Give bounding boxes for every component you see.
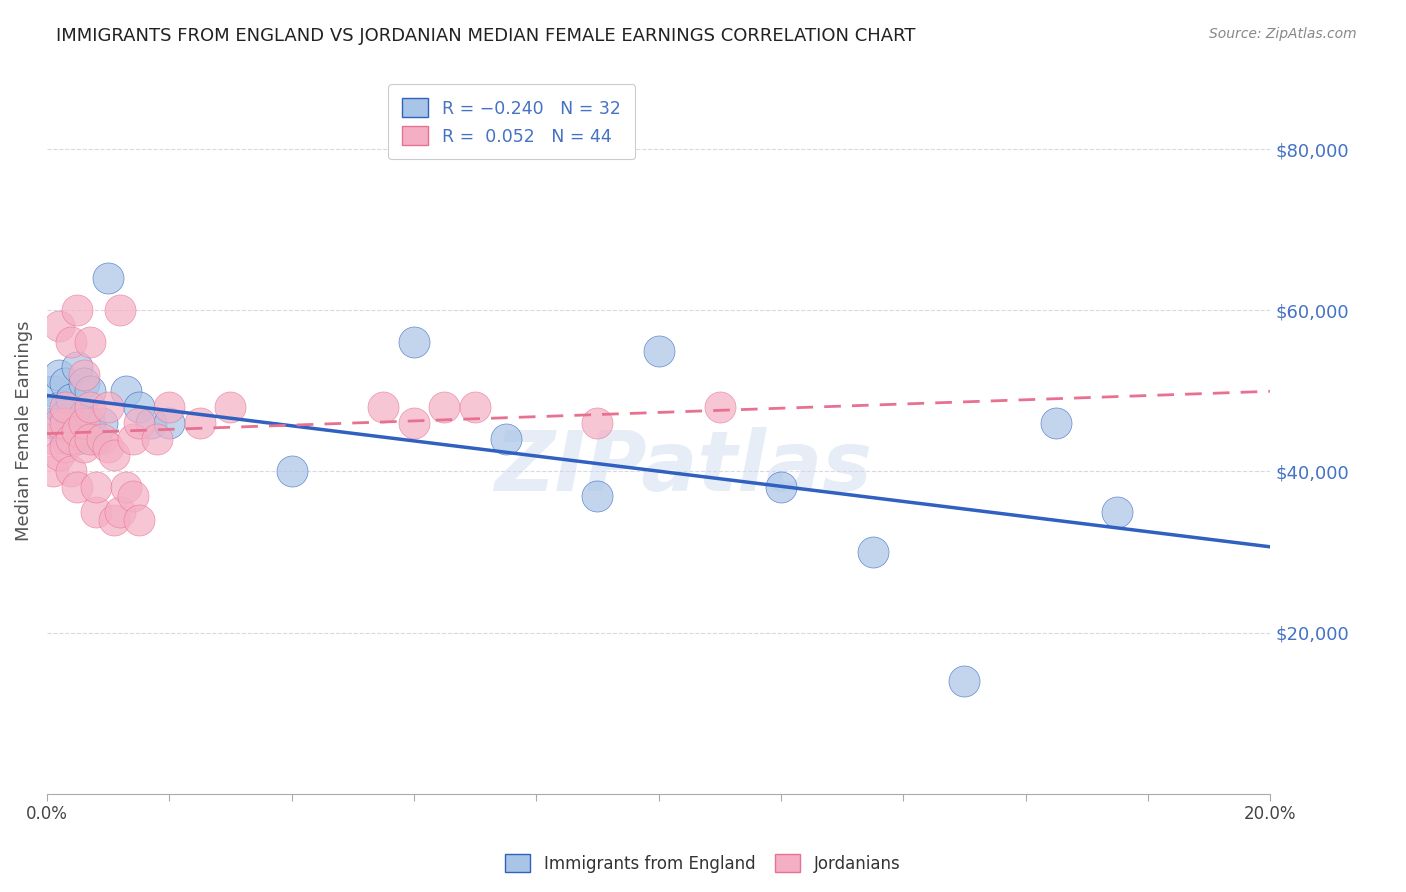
Point — [91, 416, 114, 430]
Point — [84, 432, 107, 446]
Point — [84, 481, 107, 495]
Point — [42, 464, 65, 478]
Point — [53, 440, 76, 454]
Point — [1107, 505, 1129, 519]
Point — [72, 440, 94, 454]
Point — [79, 384, 101, 398]
Point — [433, 400, 456, 414]
Text: ZIPatlas: ZIPatlas — [494, 427, 872, 508]
Legend: R = −0.240   N = 32, R =  0.052   N = 44: R = −0.240 N = 32, R = 0.052 N = 44 — [388, 85, 636, 160]
Text: IMMIGRANTS FROM ENGLAND VS JORDANIAN MEDIAN FEMALE EARNINGS CORRELATION CHART: IMMIGRANTS FROM ENGLAND VS JORDANIAN MED… — [56, 27, 915, 45]
Point — [42, 432, 65, 446]
Point — [97, 400, 120, 414]
Point — [110, 505, 132, 519]
Point — [60, 416, 83, 430]
Point — [53, 432, 76, 446]
Point — [862, 545, 884, 559]
Point — [103, 448, 125, 462]
Point — [60, 464, 83, 478]
Point — [42, 384, 65, 398]
Point — [60, 392, 83, 406]
Point — [128, 513, 150, 527]
Point — [84, 505, 107, 519]
Point — [48, 368, 70, 382]
Point — [157, 400, 180, 414]
Point — [586, 416, 609, 430]
Point — [72, 416, 94, 430]
Y-axis label: Median Female Earnings: Median Female Earnings — [15, 321, 32, 541]
Point — [97, 271, 120, 285]
Text: Source: ZipAtlas.com: Source: ZipAtlas.com — [1209, 27, 1357, 41]
Point — [586, 489, 609, 503]
Point — [66, 481, 89, 495]
Point — [48, 448, 70, 462]
Legend: Immigrants from England, Jordanians: Immigrants from England, Jordanians — [499, 847, 907, 880]
Point — [60, 335, 83, 350]
Point — [219, 400, 242, 414]
Point — [128, 400, 150, 414]
Point — [97, 440, 120, 454]
Point — [402, 335, 425, 350]
Point — [79, 335, 101, 350]
Point — [66, 359, 89, 374]
Point — [72, 408, 94, 422]
Point — [139, 416, 162, 430]
Point — [72, 376, 94, 390]
Point — [115, 481, 138, 495]
Point — [188, 416, 211, 430]
Point — [48, 416, 70, 430]
Point — [464, 400, 486, 414]
Point — [121, 432, 143, 446]
Point — [953, 673, 976, 688]
Point — [79, 400, 101, 414]
Point — [647, 343, 669, 358]
Point — [66, 303, 89, 318]
Point — [280, 464, 302, 478]
Point — [157, 416, 180, 430]
Point — [103, 513, 125, 527]
Point — [121, 489, 143, 503]
Point — [53, 416, 76, 430]
Point — [72, 368, 94, 382]
Point — [495, 432, 517, 446]
Point — [709, 400, 731, 414]
Point — [128, 416, 150, 430]
Point — [53, 376, 76, 390]
Point — [48, 319, 70, 334]
Point — [66, 424, 89, 438]
Point — [48, 400, 70, 414]
Point — [402, 416, 425, 430]
Point — [60, 432, 83, 446]
Point — [146, 432, 169, 446]
Point — [769, 481, 792, 495]
Point — [53, 408, 76, 422]
Point — [53, 400, 76, 414]
Point — [66, 432, 89, 446]
Point — [110, 303, 132, 318]
Point — [115, 384, 138, 398]
Point — [373, 400, 395, 414]
Point — [42, 416, 65, 430]
Point — [1045, 416, 1067, 430]
Point — [91, 432, 114, 446]
Point — [79, 432, 101, 446]
Point — [79, 416, 101, 430]
